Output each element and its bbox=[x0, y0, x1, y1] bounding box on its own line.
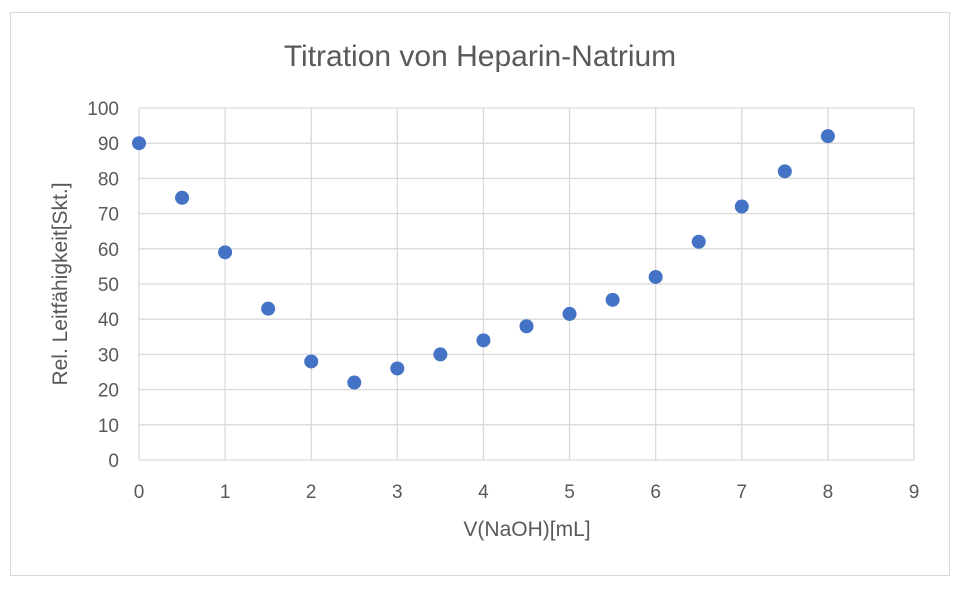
chart-title: Titration von Heparin-Natrium bbox=[284, 40, 676, 73]
data-point bbox=[691, 234, 706, 249]
data-point bbox=[562, 306, 577, 321]
data-point bbox=[820, 129, 835, 144]
data-point bbox=[648, 269, 663, 284]
y-tick-label: 40 bbox=[98, 310, 119, 331]
y-tick-label: 50 bbox=[98, 275, 119, 296]
x-tick-label: 3 bbox=[392, 482, 403, 503]
y-tick-label: 60 bbox=[98, 240, 119, 261]
x-tick-label: 4 bbox=[478, 482, 489, 503]
y-tick-label: 100 bbox=[87, 99, 119, 120]
data-point bbox=[605, 292, 620, 307]
x-tick-label: 7 bbox=[736, 482, 747, 503]
x-tick-label: 8 bbox=[823, 482, 834, 503]
data-point bbox=[347, 375, 362, 390]
y-tick-label: 30 bbox=[98, 345, 119, 366]
x-tick-label: 1 bbox=[220, 482, 231, 503]
data-point bbox=[519, 319, 534, 334]
y-tick-label: 70 bbox=[98, 205, 119, 226]
data-point bbox=[304, 354, 319, 369]
data-point bbox=[433, 347, 448, 362]
data-point bbox=[132, 136, 146, 151]
data-points bbox=[132, 129, 835, 390]
y-axis-title: Rel. Leitfähigkeit[Skt.] bbox=[49, 182, 72, 385]
x-axis-ticks: 0 1 2 3 4 5 6 7 8 9 bbox=[134, 482, 920, 503]
y-tick-label: 10 bbox=[98, 416, 119, 437]
data-point bbox=[734, 199, 749, 214]
y-axis-ticks: 0 10 20 30 40 50 60 70 80 90 100 bbox=[87, 99, 119, 472]
x-tick-label: 5 bbox=[564, 482, 575, 503]
x-tick-label: 0 bbox=[134, 482, 145, 503]
x-axis-title: V(NaOH)[mL] bbox=[463, 518, 590, 541]
data-point bbox=[777, 164, 792, 179]
y-tick-label: 90 bbox=[98, 134, 119, 155]
x-tick-label: 9 bbox=[909, 482, 920, 503]
y-tick-label: 20 bbox=[98, 381, 119, 402]
x-tick-label: 6 bbox=[650, 482, 661, 503]
data-point bbox=[390, 361, 405, 376]
data-point bbox=[175, 190, 190, 205]
y-tick-label: 0 bbox=[108, 451, 119, 472]
data-point bbox=[218, 245, 233, 260]
gridlines bbox=[138, 107, 915, 461]
x-tick-label: 2 bbox=[306, 482, 317, 503]
chart-frame bbox=[10, 12, 950, 576]
data-point bbox=[261, 301, 276, 316]
y-tick-label: 80 bbox=[98, 169, 119, 190]
data-point bbox=[476, 333, 491, 348]
